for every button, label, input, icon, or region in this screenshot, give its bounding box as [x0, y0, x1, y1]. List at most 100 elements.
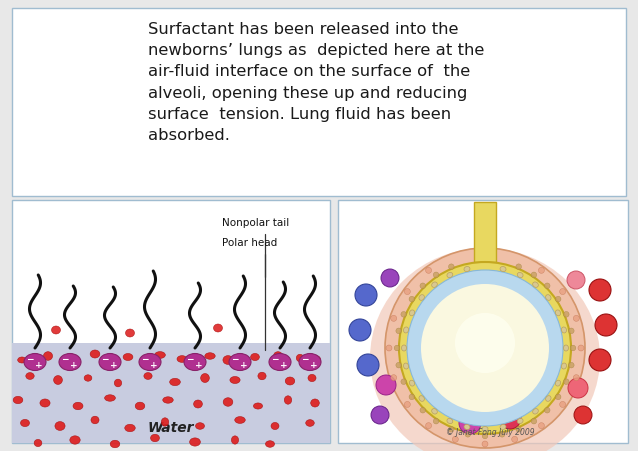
Ellipse shape [370, 248, 600, 451]
Circle shape [396, 362, 401, 368]
Circle shape [371, 406, 389, 424]
Text: −: − [271, 354, 279, 364]
Ellipse shape [24, 354, 46, 371]
Ellipse shape [555, 310, 561, 316]
Circle shape [531, 272, 537, 278]
Ellipse shape [214, 324, 223, 332]
Ellipse shape [195, 423, 205, 429]
Ellipse shape [258, 372, 266, 380]
Ellipse shape [189, 438, 200, 446]
Circle shape [574, 315, 579, 321]
Ellipse shape [299, 354, 321, 371]
Ellipse shape [232, 436, 239, 444]
Ellipse shape [482, 427, 488, 432]
Ellipse shape [223, 398, 233, 406]
Circle shape [544, 407, 550, 413]
Circle shape [544, 283, 550, 289]
Circle shape [355, 284, 377, 306]
Ellipse shape [308, 374, 316, 382]
Text: +: + [150, 362, 158, 371]
Text: −: − [301, 354, 309, 364]
Ellipse shape [13, 396, 23, 404]
Circle shape [568, 328, 574, 334]
Circle shape [452, 436, 458, 442]
Ellipse shape [126, 329, 135, 337]
Ellipse shape [500, 424, 506, 429]
FancyBboxPatch shape [474, 202, 496, 262]
Ellipse shape [123, 354, 133, 360]
Ellipse shape [20, 419, 29, 427]
Circle shape [426, 423, 431, 428]
Ellipse shape [205, 353, 215, 359]
Text: −: − [231, 354, 239, 364]
Circle shape [407, 270, 563, 426]
Circle shape [390, 375, 397, 381]
Text: +: + [35, 362, 43, 371]
Ellipse shape [464, 424, 470, 429]
Ellipse shape [464, 267, 470, 272]
Ellipse shape [201, 373, 209, 382]
Circle shape [385, 248, 585, 448]
Circle shape [560, 289, 566, 295]
Ellipse shape [163, 397, 174, 403]
Circle shape [516, 427, 521, 432]
Circle shape [531, 419, 537, 424]
Ellipse shape [70, 436, 80, 444]
Circle shape [386, 345, 392, 351]
Text: Surfactant has been released into the
newborns’ lungs as  depicted here at the
a: Surfactant has been released into the ne… [148, 22, 484, 143]
Text: −: − [101, 354, 108, 364]
Circle shape [449, 264, 454, 270]
Ellipse shape [154, 352, 165, 359]
Ellipse shape [26, 373, 34, 379]
Circle shape [500, 432, 505, 437]
Circle shape [399, 262, 571, 434]
Circle shape [409, 296, 415, 302]
Ellipse shape [170, 378, 181, 386]
Circle shape [563, 312, 569, 317]
Ellipse shape [91, 416, 99, 424]
Circle shape [381, 269, 399, 287]
Text: −: − [61, 354, 69, 364]
Circle shape [560, 401, 566, 407]
Ellipse shape [561, 327, 567, 333]
Ellipse shape [193, 400, 202, 408]
Circle shape [433, 272, 439, 278]
Ellipse shape [410, 380, 415, 386]
Ellipse shape [563, 345, 568, 351]
Ellipse shape [144, 373, 152, 379]
Circle shape [401, 312, 406, 317]
Ellipse shape [223, 355, 233, 364]
Ellipse shape [274, 352, 282, 358]
Circle shape [409, 394, 415, 400]
Ellipse shape [517, 419, 523, 423]
Circle shape [555, 394, 561, 400]
Text: © Janet Fong July 2009: © Janet Fong July 2009 [446, 428, 534, 437]
Ellipse shape [296, 354, 304, 362]
Circle shape [482, 433, 488, 439]
Circle shape [589, 279, 611, 301]
Ellipse shape [533, 282, 538, 287]
Ellipse shape [545, 295, 551, 300]
FancyBboxPatch shape [12, 200, 330, 443]
Ellipse shape [447, 419, 453, 423]
Circle shape [568, 378, 588, 398]
Ellipse shape [43, 352, 52, 360]
Circle shape [578, 345, 584, 351]
Ellipse shape [561, 363, 567, 369]
Circle shape [396, 328, 401, 334]
Circle shape [404, 401, 410, 407]
Circle shape [401, 379, 406, 384]
Ellipse shape [18, 357, 26, 363]
Ellipse shape [52, 326, 61, 334]
Circle shape [589, 349, 611, 371]
Ellipse shape [54, 376, 63, 384]
Ellipse shape [99, 354, 121, 371]
Ellipse shape [34, 439, 42, 446]
Circle shape [555, 296, 561, 302]
Circle shape [482, 441, 488, 447]
Ellipse shape [533, 409, 538, 414]
Circle shape [574, 406, 592, 424]
Circle shape [420, 407, 426, 413]
Ellipse shape [105, 395, 115, 401]
Circle shape [538, 267, 544, 273]
